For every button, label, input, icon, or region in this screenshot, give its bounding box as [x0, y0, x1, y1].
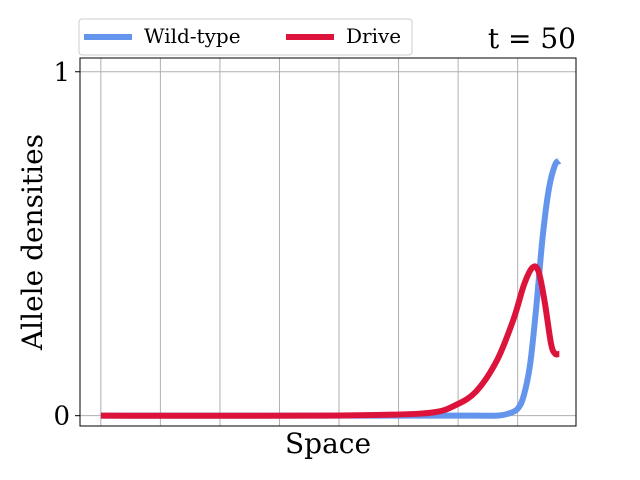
- plot-border: [79, 57, 577, 427]
- series-line-drive: [100, 263, 561, 419]
- y-tick-label: 1: [53, 58, 70, 88]
- legend-box: [78, 18, 413, 56]
- series-layer: [100, 158, 562, 419]
- legend-label-wild-type: Wild-type: [144, 24, 241, 48]
- y-axis-label: Allele densities: [16, 134, 49, 351]
- chart-title: t = 50: [488, 22, 576, 55]
- legend: Wild-type Drive: [78, 18, 413, 56]
- plot-area: [79, 57, 577, 427]
- x-axis-label: Space: [285, 427, 371, 460]
- plot-frame: [79, 57, 577, 427]
- y-axis-ticks: 01: [53, 58, 80, 432]
- y-tick-label: 0: [53, 402, 70, 432]
- legend-label-drive: Drive: [346, 24, 401, 48]
